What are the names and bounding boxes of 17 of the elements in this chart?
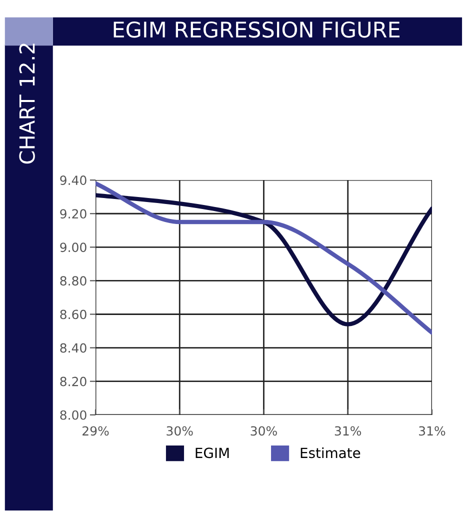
- x-tick-label: 31%: [419, 426, 446, 436]
- chart-title: EGIM REGRESSION FIGURE: [114, 21, 400, 38]
- y-tick-label: 8.40: [60, 343, 86, 353]
- x-tick-label: 31%: [334, 426, 362, 436]
- legend-label: Estimate: [300, 447, 360, 458]
- x-tick-label: 29%: [82, 426, 109, 436]
- y-tick-label: 9.00: [60, 242, 86, 252]
- y-tick-label: 8.00: [60, 410, 86, 420]
- y-tick-label: 8.60: [60, 310, 86, 320]
- caption: CHART 12.2: [19, 44, 35, 164]
- legend-label: EGIM: [196, 448, 229, 458]
- x-tick-label: 30%: [166, 426, 193, 436]
- y-tick-label: 8.20: [60, 376, 86, 386]
- y-tick-label: 9.20: [60, 209, 86, 219]
- x-tick-label: 30%: [250, 426, 277, 436]
- y-tick-label: 9.40: [60, 176, 86, 186]
- y-tick-label: 8.80: [60, 276, 86, 286]
